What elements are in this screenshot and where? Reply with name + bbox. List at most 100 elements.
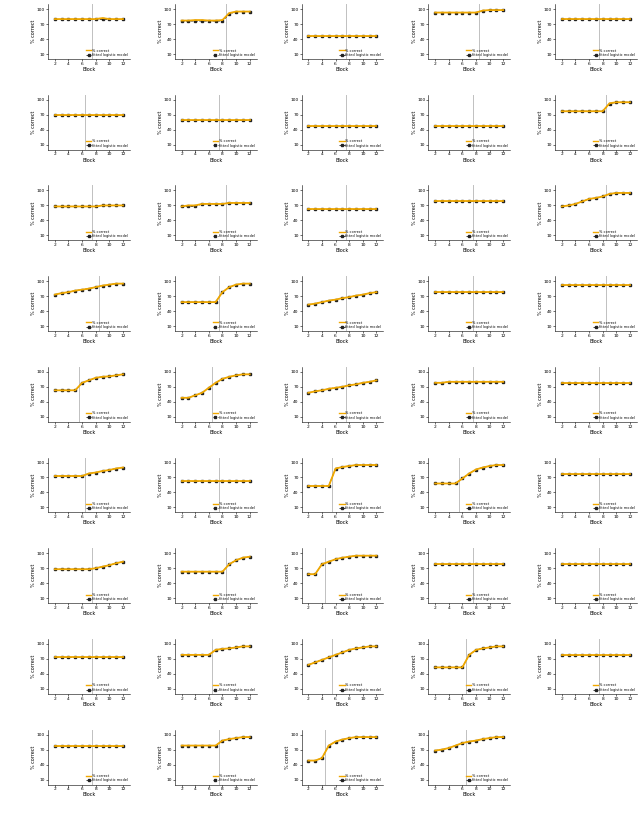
- fitted logistic model: [585, 559, 593, 569]
- fitted logistic model: [445, 743, 452, 753]
- fitted logistic model: [92, 563, 100, 573]
- fitted logistic model: [178, 202, 186, 211]
- fitted logistic model: [452, 741, 460, 750]
- Y-axis label: % correct: % correct: [31, 383, 36, 406]
- % correct: [585, 650, 593, 660]
- % correct: [246, 476, 253, 486]
- fitted logistic model: [493, 377, 500, 387]
- fitted logistic model: [605, 468, 613, 478]
- fitted logistic model: [184, 476, 192, 486]
- fitted logistic model: [579, 280, 586, 289]
- fitted logistic model: [612, 188, 620, 198]
- % correct: [212, 298, 220, 307]
- fitted logistic model: [352, 644, 360, 654]
- fitted logistic model: [438, 197, 445, 207]
- % correct: [372, 641, 380, 651]
- % correct: [178, 202, 186, 211]
- % correct: [219, 374, 227, 384]
- fitted logistic model: [112, 653, 120, 663]
- Y-axis label: % correct: % correct: [158, 383, 163, 406]
- % correct: [592, 193, 600, 202]
- fitted logistic model: [359, 204, 367, 214]
- fitted logistic model: [626, 468, 634, 478]
- fitted logistic model: [585, 378, 593, 388]
- % correct: [452, 121, 460, 131]
- fitted logistic model: [558, 378, 566, 388]
- % correct: [178, 650, 186, 660]
- fitted logistic model: [558, 202, 566, 211]
- % correct: [465, 7, 473, 17]
- % correct: [438, 287, 445, 297]
- Line: % correct: % correct: [308, 292, 376, 305]
- fitted logistic model: [246, 279, 253, 289]
- fitted logistic model: [318, 121, 326, 131]
- % correct: [565, 378, 573, 388]
- fitted logistic model: [246, 733, 253, 742]
- Line: % correct: % correct: [435, 382, 503, 383]
- fitted logistic model: [499, 121, 507, 131]
- fitted logistic model: [572, 199, 579, 209]
- fitted logistic model: [486, 642, 493, 652]
- % correct: [51, 564, 59, 574]
- fitted logistic model: [212, 378, 220, 388]
- fitted logistic model: [558, 14, 566, 24]
- % correct: [620, 14, 627, 24]
- Line: fitted logistic model: fitted logistic model: [54, 561, 124, 570]
- Line: fitted logistic model: fitted logistic model: [561, 284, 631, 285]
- fitted logistic model: [479, 644, 486, 654]
- fitted logistic model: [445, 287, 452, 297]
- fitted logistic model: [346, 552, 353, 562]
- % correct: [445, 287, 452, 297]
- % correct: [232, 642, 240, 652]
- % correct: [239, 198, 247, 208]
- fitted logistic model: [585, 14, 593, 24]
- fitted logistic model: [178, 476, 186, 486]
- % correct: [232, 555, 240, 565]
- % correct: [438, 745, 445, 754]
- fitted logistic model: [339, 204, 346, 214]
- Y-axis label: % correct: % correct: [285, 202, 290, 224]
- % correct: [318, 385, 326, 395]
- fitted logistic model: [311, 755, 319, 765]
- fitted logistic model: [184, 741, 192, 750]
- fitted logistic model: [65, 741, 72, 750]
- fitted logistic model: [232, 642, 240, 652]
- % correct: [65, 14, 72, 24]
- X-axis label: Block: Block: [83, 339, 95, 344]
- fitted logistic model: [372, 733, 380, 742]
- fitted logistic model: [225, 115, 233, 124]
- fitted logistic model: [499, 197, 507, 207]
- % correct: [572, 559, 579, 569]
- fitted logistic model: [612, 650, 620, 660]
- % correct: [219, 287, 227, 297]
- X-axis label: Block: Block: [83, 611, 95, 616]
- Line: fitted logistic model: fitted logistic model: [307, 380, 378, 393]
- % correct: [106, 653, 113, 663]
- % correct: [493, 733, 500, 742]
- X-axis label: Block: Block: [589, 430, 602, 435]
- fitted logistic model: [246, 369, 253, 379]
- Legend: % correct, fitted logistic model: % correct, fitted logistic model: [86, 774, 128, 783]
- fitted logistic model: [325, 557, 333, 567]
- % correct: [225, 476, 233, 486]
- fitted logistic model: [72, 385, 79, 395]
- fitted logistic model: [305, 481, 312, 491]
- X-axis label: Block: Block: [589, 702, 602, 706]
- fitted logistic model: [493, 121, 500, 131]
- Y-axis label: % correct: % correct: [158, 20, 163, 43]
- % correct: [465, 559, 473, 569]
- Line: fitted logistic model: fitted logistic model: [307, 464, 378, 487]
- fitted logistic model: [465, 197, 473, 207]
- % correct: [112, 110, 120, 120]
- Y-axis label: % correct: % correct: [158, 654, 163, 678]
- % correct: [346, 292, 353, 302]
- fitted logistic model: [592, 650, 600, 660]
- fitted logistic model: [352, 380, 360, 389]
- % correct: [119, 557, 127, 567]
- % correct: [205, 476, 212, 486]
- % correct: [178, 115, 186, 124]
- fitted logistic model: [620, 378, 627, 388]
- fitted logistic model: [592, 280, 600, 289]
- % correct: [219, 476, 227, 486]
- X-axis label: Block: Block: [589, 158, 602, 163]
